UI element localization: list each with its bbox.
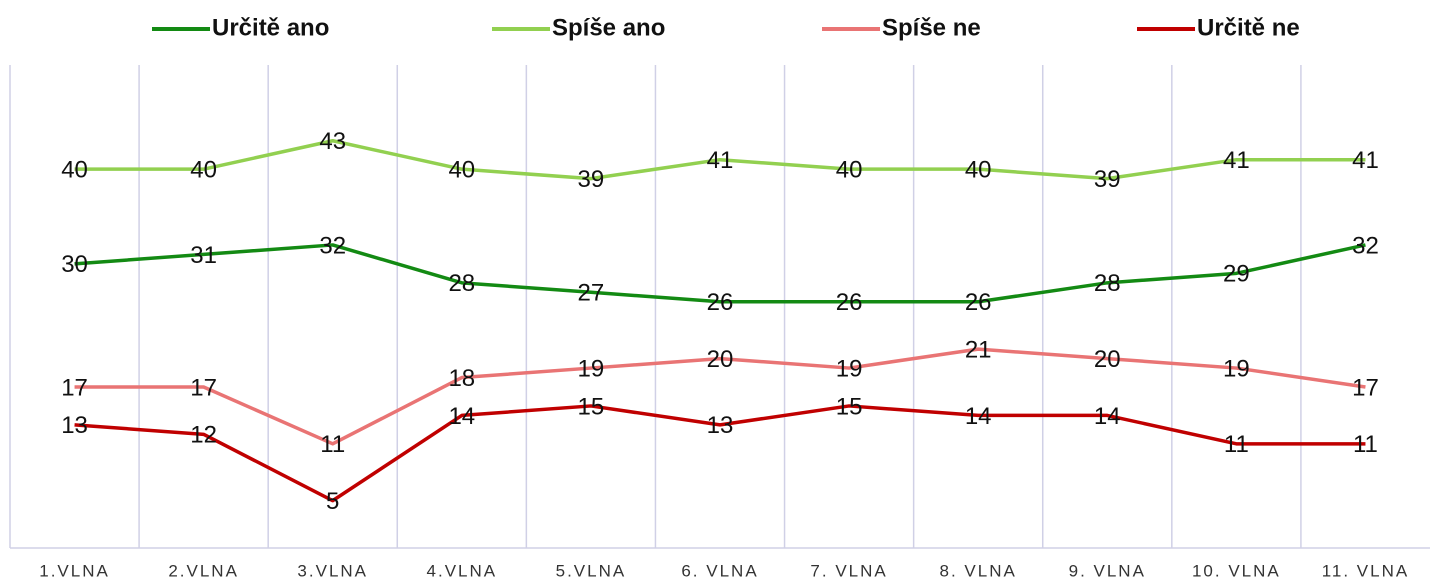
data-label: 5	[326, 488, 339, 515]
series-line	[74, 404, 1366, 503]
series-line	[74, 243, 1366, 304]
legend-label: Určitě ne	[1197, 14, 1300, 41]
x-tick-label: 2.VLNA	[168, 561, 239, 580]
data-label: 11	[1224, 431, 1249, 458]
data-label: 17	[190, 374, 217, 401]
x-tick-label: 7. VLNA	[810, 561, 887, 580]
data-label: 11	[1353, 431, 1378, 458]
data-label: 14	[448, 403, 475, 430]
data-label: 43	[319, 128, 346, 155]
data-label: 26	[707, 289, 734, 316]
series-line	[74, 139, 1366, 181]
data-label: 20	[1094, 346, 1121, 373]
x-tick-label: 4.VLNA	[427, 561, 498, 580]
x-tick-label: 9. VLNA	[1069, 561, 1146, 580]
data-label: 40	[836, 157, 863, 184]
data-label: 20	[707, 346, 734, 373]
data-label: 19	[1223, 355, 1250, 382]
x-tick-label: 10. VLNA	[1192, 561, 1281, 580]
data-label: 14	[1094, 403, 1121, 430]
x-tick-label: 8. VLNA	[940, 561, 1017, 580]
x-tick-label: 3.VLNA	[297, 561, 368, 580]
x-tick-label: 1.VLNA	[39, 561, 110, 580]
data-label: 26	[836, 289, 863, 316]
data-label: 29	[1223, 261, 1250, 288]
data-label: 28	[448, 270, 475, 297]
data-label: 32	[1352, 232, 1379, 259]
series-line	[74, 347, 1366, 446]
data-label: 19	[578, 355, 605, 382]
legend-label: Spíše ne	[882, 14, 981, 41]
legend-label: Určitě ano	[212, 14, 329, 41]
x-tick-label: 11. VLNA	[1322, 561, 1410, 580]
data-label: 17	[61, 374, 88, 401]
data-label: 26	[965, 289, 992, 316]
data-label: 19	[836, 355, 863, 382]
data-label: 11	[320, 431, 345, 458]
data-label: 41	[707, 147, 734, 174]
x-tick-label: 5.VLNA	[556, 561, 627, 580]
data-label: 18	[448, 365, 475, 392]
data-label: 41	[1223, 147, 1250, 174]
data-label: 13	[707, 412, 734, 439]
data-label: 28	[1094, 270, 1121, 297]
data-label: 40	[448, 157, 475, 184]
data-label: 40	[61, 157, 88, 184]
data-label: 30	[61, 251, 88, 278]
data-label: 12	[190, 422, 217, 449]
data-label: 15	[836, 393, 863, 420]
data-label: 40	[190, 157, 217, 184]
legend-label: Spíše ano	[552, 14, 665, 41]
data-label: 32	[319, 232, 346, 259]
data-label: 39	[1094, 166, 1121, 193]
data-label: 13	[61, 412, 88, 439]
data-label: 41	[1352, 147, 1379, 174]
data-label: 21	[965, 336, 992, 363]
data-label: 14	[965, 403, 992, 430]
data-label: 17	[1352, 374, 1379, 401]
data-label: 39	[578, 166, 605, 193]
data-label: 27	[578, 280, 605, 307]
data-label: 31	[190, 242, 217, 269]
data-label: 40	[965, 157, 992, 184]
x-tick-label: 6. VLNA	[681, 561, 758, 580]
data-label: 15	[578, 393, 605, 420]
